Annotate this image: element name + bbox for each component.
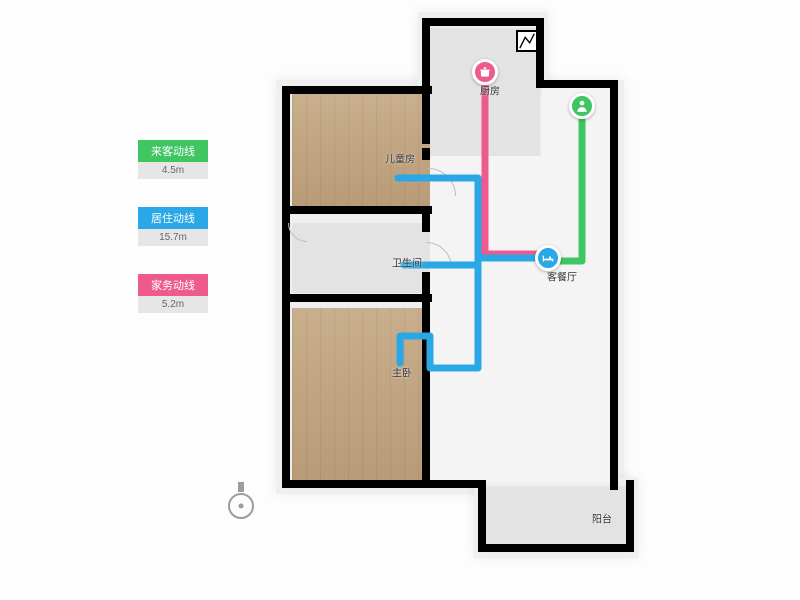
legend: 来客动线 4.5m 居住动线 15.7m 家务动线 5.2m [138, 140, 208, 341]
compass-icon [225, 480, 257, 520]
room-label-living: 客餐厅 [547, 269, 577, 284]
legend-value: 5.2m [138, 296, 208, 313]
wall-segment [536, 18, 544, 86]
legend-item-guest: 来客动线 4.5m [138, 140, 208, 179]
wall-segment [478, 544, 634, 552]
room-master [292, 308, 430, 480]
window-icon [516, 30, 538, 52]
wall-segment [422, 94, 430, 144]
wall-segment [422, 148, 430, 160]
wall-segment [422, 18, 542, 26]
legend-title: 家务动线 [138, 274, 208, 296]
wall-segment [422, 206, 430, 232]
wall-segment [626, 480, 634, 552]
living-node-icon [535, 245, 561, 271]
legend-value: 15.7m [138, 229, 208, 246]
wall-segment [290, 206, 432, 214]
room-label-bath: 卫生间 [392, 255, 422, 270]
room-label-balcony: 阳台 [592, 511, 612, 526]
wall-segment [282, 86, 290, 488]
floor-plan: 厨房儿童房卫生间主卧 客餐厅阳台 [282, 18, 682, 578]
kitchen-node-icon [472, 59, 498, 85]
entry-node-icon [569, 93, 595, 119]
wall-segment [610, 80, 618, 490]
legend-value: 4.5m [138, 162, 208, 179]
legend-item-resident: 居住动线 15.7m [138, 207, 208, 246]
wall-segment [422, 18, 430, 94]
room-living [430, 156, 612, 482]
wall-segment [536, 80, 618, 88]
wall-segment [422, 302, 430, 482]
room-label-kitchen: 厨房 [480, 83, 500, 98]
wall-segment [282, 480, 482, 488]
legend-title: 居住动线 [138, 207, 208, 229]
wall-segment [478, 480, 486, 552]
wall-segment [422, 272, 430, 302]
room-label-child: 儿童房 [385, 151, 415, 166]
wall-segment [282, 86, 432, 94]
room-label-master: 主卧 [392, 365, 412, 380]
legend-item-housework: 家务动线 5.2m [138, 274, 208, 313]
wall-segment [290, 294, 432, 302]
legend-title: 来客动线 [138, 140, 208, 162]
